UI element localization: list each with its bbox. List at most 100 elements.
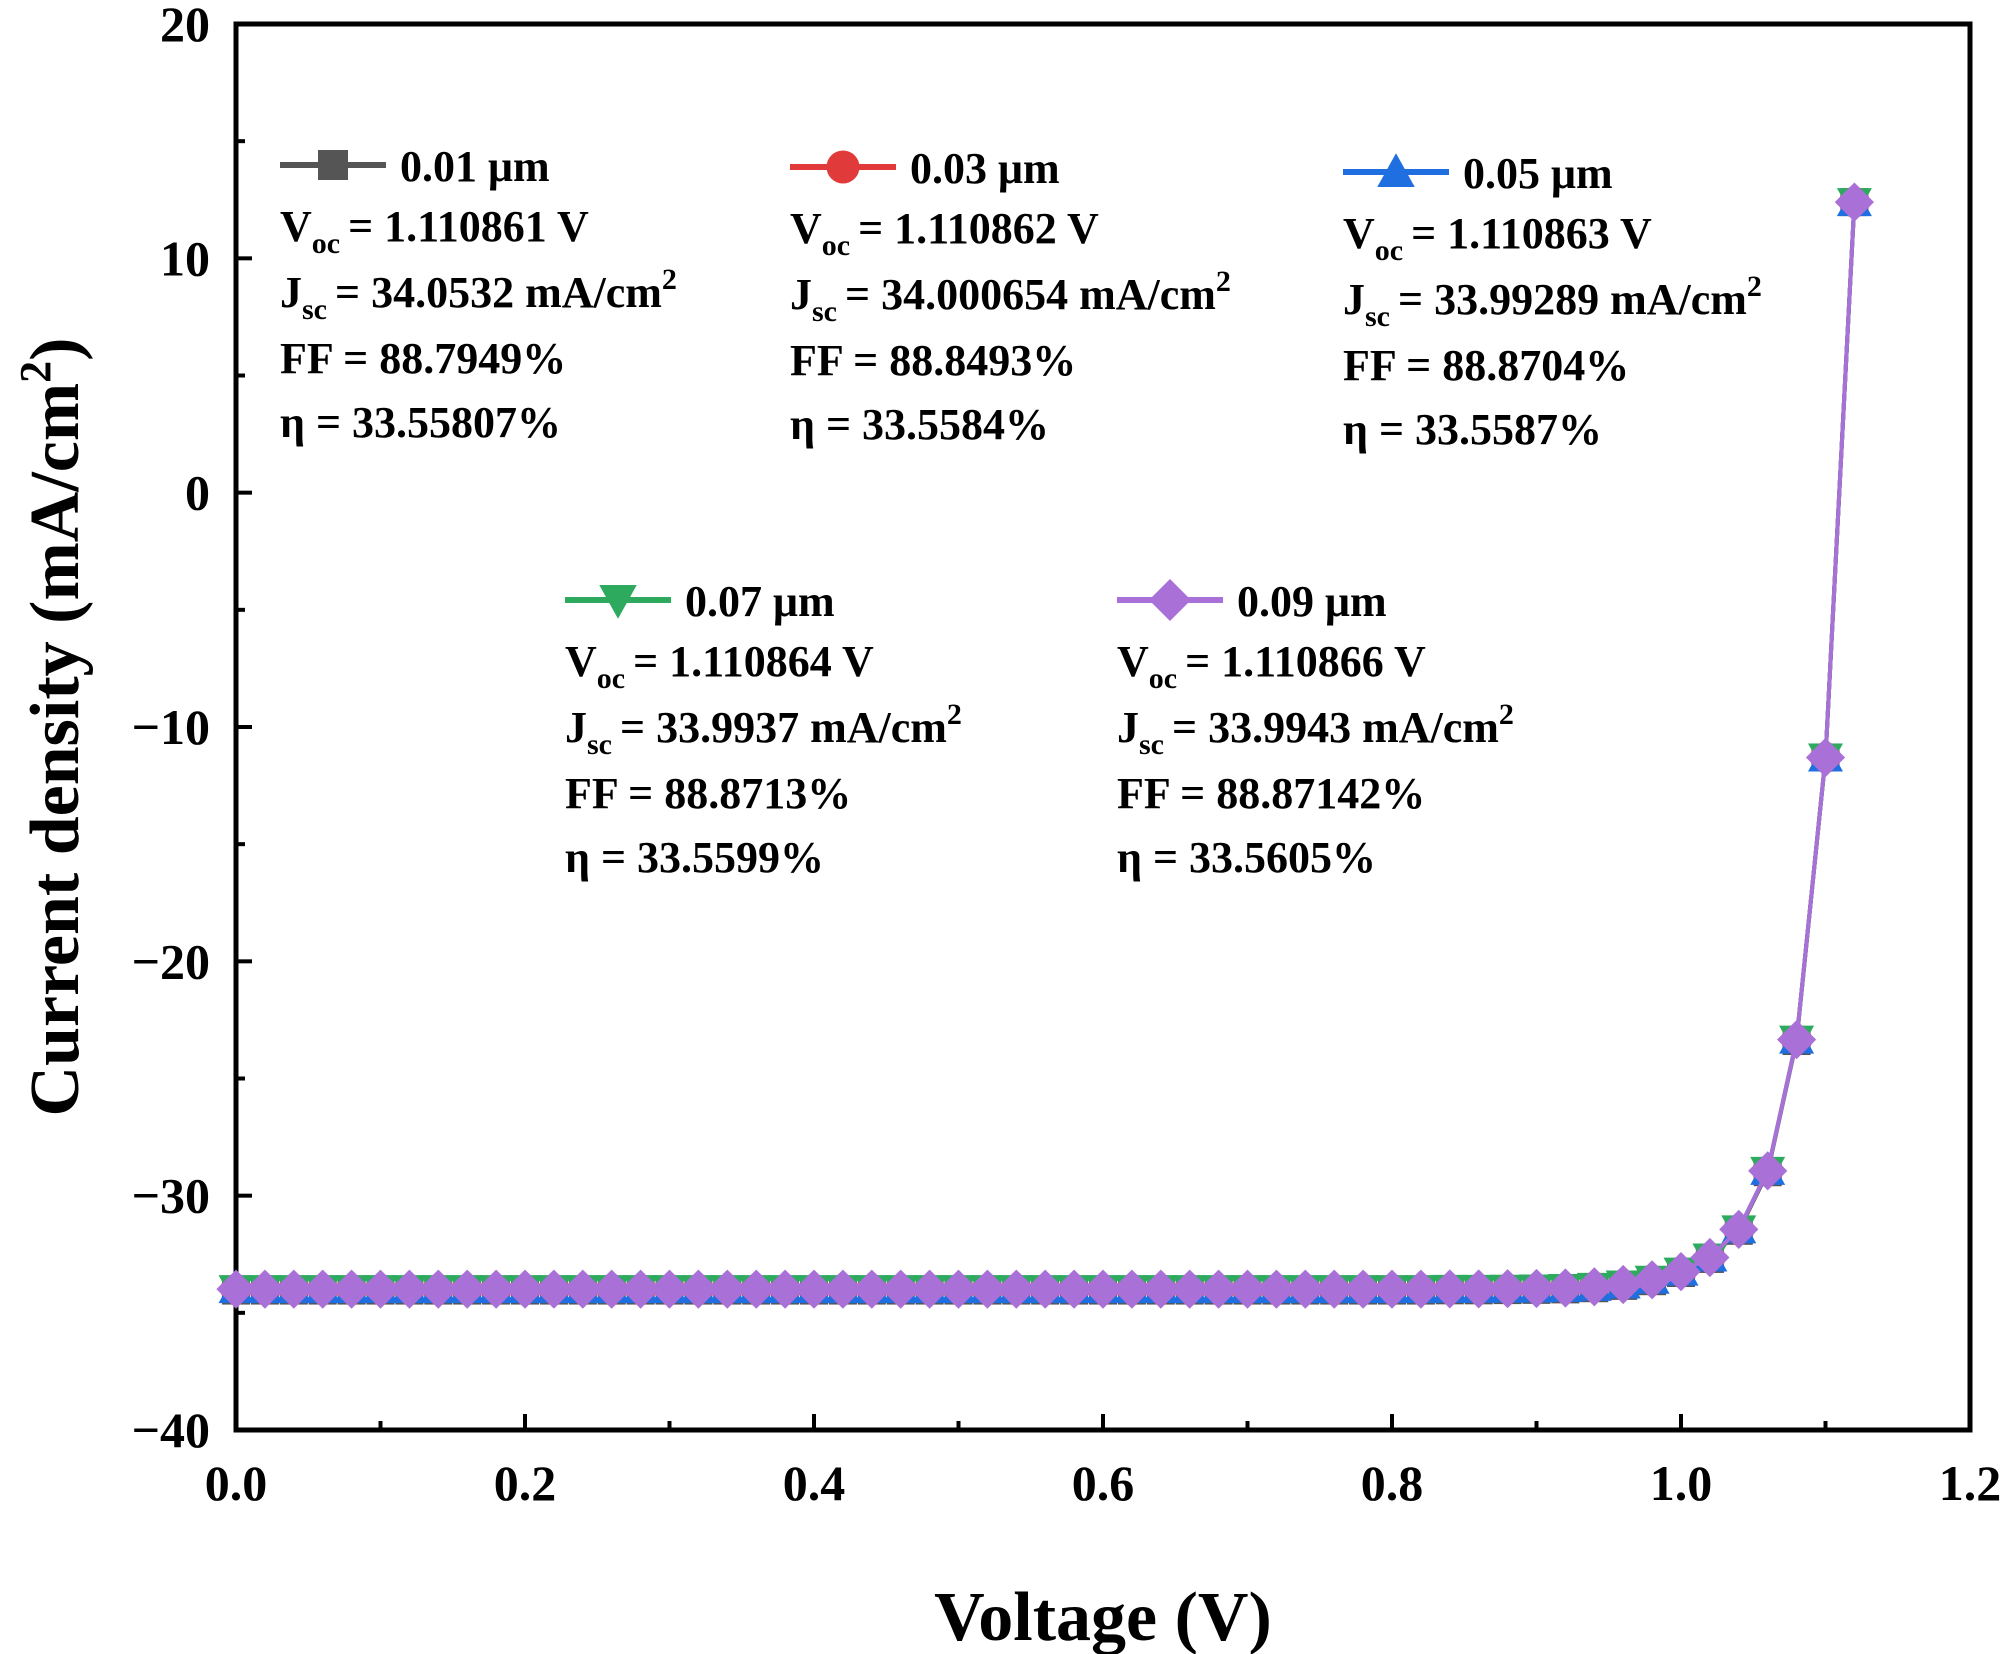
jsc-label: Jsc = 33.99289 mA/cm2	[1343, 270, 1762, 333]
voc-symbol: V	[1117, 637, 1149, 686]
voc-value: = 1.110866 V	[1185, 637, 1426, 686]
diamond-marker	[1661, 1251, 1701, 1292]
voc-symbol: V	[1343, 209, 1375, 258]
jsc-symbol: J	[790, 270, 812, 319]
diamond-marker	[967, 1269, 1007, 1309]
y-tick-label: 20	[160, 0, 210, 52]
diamond-marker	[881, 1269, 921, 1309]
diamond-marker	[1141, 1269, 1181, 1309]
ff-label: FF = 88.7949%	[280, 334, 566, 383]
jsc-superscript: 2	[1747, 270, 1762, 303]
diamond-marker	[1834, 182, 1874, 222]
diamond-marker	[765, 1269, 805, 1309]
diamond-marker	[823, 1269, 863, 1309]
jsc-label: Jsc = 34.0532 mA/cm2	[280, 263, 677, 326]
voc-symbol: V	[790, 204, 822, 253]
jsc-symbol: J	[280, 268, 302, 317]
jsc-label: Jsc = 34.000654 mA/cm2	[790, 265, 1231, 328]
voc-label: Voc = 1.110864 V	[565, 637, 874, 695]
diamond-marker	[303, 1269, 343, 1309]
diamond-marker	[1199, 1269, 1239, 1309]
x-axis-ticks: 0.0 0.2 0.4 0.6 0.8 1.0 1.2	[205, 1414, 2002, 1511]
diamond-marker	[505, 1269, 545, 1309]
diamond-marker	[1256, 1269, 1296, 1309]
voc-label: Voc = 1.110861 V	[280, 202, 589, 260]
voc-subscript: oc	[1149, 662, 1177, 695]
diamond-marker	[1343, 1269, 1383, 1309]
diamond-marker	[1603, 1264, 1643, 1305]
efficiency-label: η = 33.5605%	[1117, 833, 1376, 882]
diamond-marker	[621, 1269, 661, 1309]
diamond-marker	[216, 1269, 256, 1309]
diamond-marker	[418, 1269, 458, 1309]
jsc-symbol: J	[565, 703, 587, 752]
voc-symbol: V	[280, 202, 312, 251]
diamond-marker	[274, 1269, 314, 1309]
voc-subscript: oc	[1375, 234, 1403, 267]
diamond-marker	[1025, 1269, 1065, 1309]
jsc-value: = 33.9937 mA/cm	[620, 703, 947, 752]
circle-marker	[826, 150, 860, 184]
diamond-marker	[592, 1269, 632, 1309]
diamond-marker	[736, 1269, 776, 1309]
x-tick-label: 1.2	[1939, 1455, 2002, 1511]
jsc-symbol: J	[1117, 703, 1139, 752]
triangle-down-marker	[599, 585, 637, 619]
jsc-subscript: sc	[302, 293, 327, 326]
y-axis-title-close: )	[17, 338, 94, 361]
voc-label: Voc = 1.110862 V	[790, 204, 1099, 262]
voc-label: Voc = 1.110866 V	[1117, 637, 1426, 695]
jsc-symbol: J	[1343, 275, 1365, 324]
jsc-superscript: 2	[662, 263, 677, 296]
legend-label: 0.01 μm	[400, 142, 550, 191]
y-tick-label: −30	[132, 1168, 211, 1224]
voc-subscript: oc	[597, 662, 625, 695]
diamond-marker	[938, 1269, 979, 1309]
voc-subscript: oc	[312, 227, 340, 260]
y-tick-label: −10	[132, 699, 211, 755]
square-marker	[318, 150, 348, 180]
diamond-marker	[1401, 1269, 1441, 1309]
diamond-marker	[360, 1269, 401, 1309]
jsc-subscript: sc	[1139, 728, 1164, 761]
efficiency-label: η = 33.5584%	[790, 400, 1049, 449]
jsc-subscript: sc	[1365, 300, 1390, 333]
legend-label: 0.07 μm	[685, 577, 835, 626]
x-tick-label: 0.0	[205, 1455, 268, 1511]
jsc-label: Jsc = 33.9937 mA/cm2	[565, 698, 962, 761]
diamond-marker	[1690, 1237, 1730, 1278]
x-tick-label: 0.8	[1361, 1455, 1424, 1511]
voc-subscript: oc	[822, 229, 850, 262]
diamond-marker	[447, 1269, 487, 1309]
diamond-marker	[1149, 579, 1191, 621]
diamond-marker	[389, 1269, 429, 1309]
jsc-value: = 33.9943 mA/cm	[1172, 703, 1499, 752]
diamond-marker	[332, 1269, 372, 1309]
diamond-marker	[563, 1269, 603, 1309]
y-axis-title-sup: 2	[11, 361, 60, 383]
jsc-value: = 34.000654 mA/cm	[845, 270, 1216, 319]
x-tick-label: 0.6	[1072, 1455, 1135, 1511]
y-tick-label: 10	[160, 230, 210, 286]
diamond-marker	[1748, 1151, 1788, 1191]
diamond-marker	[1777, 1020, 1817, 1060]
x-tick-label: 0.2	[494, 1455, 557, 1511]
ff-label: FF = 88.8493%	[790, 336, 1076, 385]
diamond-marker	[1459, 1269, 1499, 1309]
y-tick-label: −20	[132, 933, 211, 989]
legend-label: 0.05 μm	[1463, 149, 1613, 198]
diamond-marker	[1719, 1209, 1759, 1250]
jsc-value: = 33.99289 mA/cm	[1398, 275, 1747, 324]
diamond-marker	[534, 1269, 574, 1309]
diamond-marker	[794, 1269, 834, 1309]
diamond-marker	[476, 1269, 516, 1309]
efficiency-label: η = 33.5599%	[565, 833, 824, 882]
diamond-marker	[1488, 1269, 1528, 1309]
diamond-marker	[1227, 1269, 1268, 1309]
y-axis-title-main: Current density (mA/cm	[17, 383, 94, 1117]
jsc-superscript: 2	[947, 698, 962, 731]
ff-label: FF = 88.8704%	[1343, 341, 1629, 390]
